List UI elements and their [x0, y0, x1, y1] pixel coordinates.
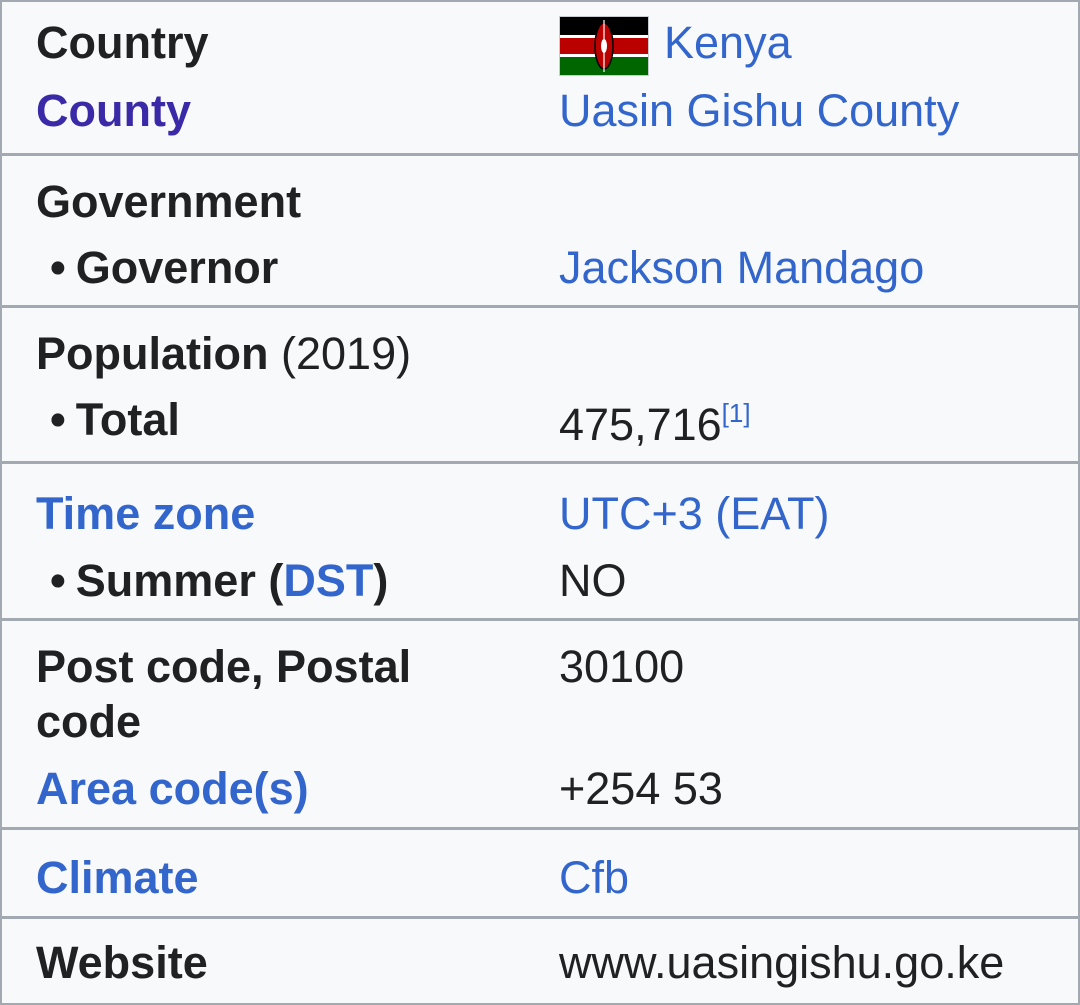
total-number: 475,716	[559, 399, 722, 450]
areacode-value: +254 53	[559, 763, 723, 814]
website-label: Website	[36, 937, 208, 988]
row-separator	[2, 618, 1078, 621]
population-year: (2019)	[281, 328, 412, 379]
summer-label-prefix: Summer (	[75, 555, 284, 606]
postcode-label-line2: code	[36, 696, 142, 747]
climate-link[interactable]: Cfb	[559, 852, 630, 903]
county-link[interactable]: Uasin Gishu County	[559, 85, 960, 136]
governor-link[interactable]: Jackson Mandago	[559, 242, 925, 293]
country-label: Country	[36, 17, 209, 68]
row-separator	[2, 305, 1078, 308]
summer-value: NO	[559, 555, 627, 606]
postcode-label-line1: Post code, Postal	[36, 641, 412, 692]
areacode-label-link[interactable]: Area code(s)	[36, 763, 309, 814]
total-label-text: Total	[75, 394, 180, 445]
government-label: Government	[36, 176, 302, 227]
population-label: Population (2019)	[36, 326, 411, 381]
total-value: 475,716[1]	[559, 397, 751, 452]
country-link[interactable]: Kenya	[664, 17, 792, 68]
total-label: • Total	[50, 392, 180, 447]
bullet-icon: •	[50, 555, 66, 606]
climate-label-link[interactable]: Climate	[36, 852, 199, 903]
county-label-link[interactable]: County	[36, 85, 191, 136]
summer-label-suffix: )	[373, 555, 389, 606]
row-separator	[2, 916, 1078, 919]
dst-link[interactable]: DST	[283, 555, 374, 606]
timezone-link[interactable]: UTC+3 (EAT)	[559, 488, 830, 539]
reference-link[interactable]: [1]	[721, 398, 751, 428]
summer-label: • Summer (DST)	[50, 553, 388, 608]
kenya-flag-icon[interactable]	[559, 16, 649, 76]
governor-label: • Governor	[50, 240, 278, 295]
row-separator	[2, 461, 1078, 464]
row-separator	[2, 153, 1078, 156]
timezone-label-link[interactable]: Time zone	[36, 488, 256, 539]
row-separator	[2, 827, 1078, 830]
postcode-value: 30100	[559, 641, 685, 692]
website-link[interactable]: www.uasingishu.go.ke	[559, 937, 1005, 988]
bullet-icon: •	[50, 394, 66, 445]
population-label-text: Population	[36, 328, 269, 379]
governor-label-text: Governor	[75, 242, 279, 293]
bullet-icon: •	[50, 242, 66, 293]
